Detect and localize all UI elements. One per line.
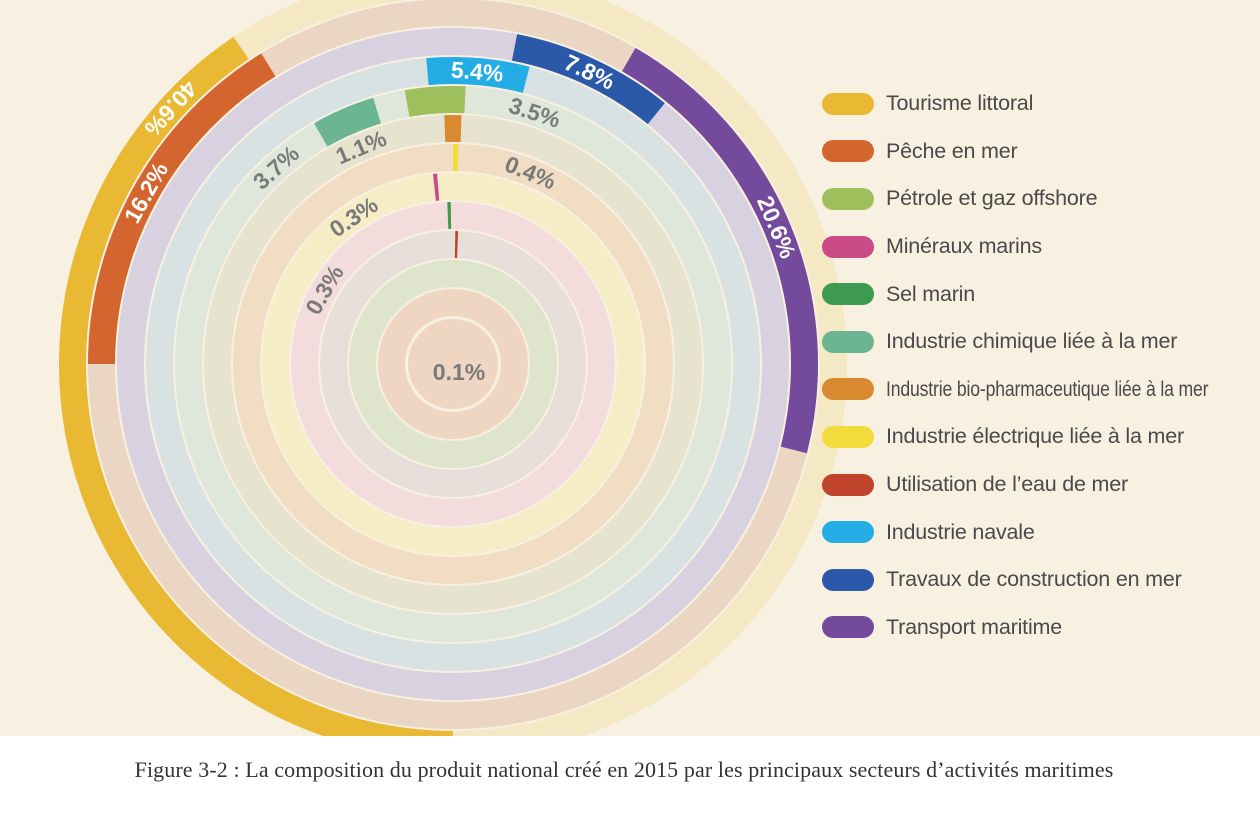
- legend-label: Pétrole et gaz offshore: [886, 186, 1098, 211]
- legend-item-mineraux-marins: Minéraux marins: [822, 223, 1260, 271]
- data-label-industrie-navale: 5.4%: [450, 56, 504, 86]
- legend-swatch: [822, 568, 874, 591]
- legend-item-travaux-de-construction-en-mer: Travaux de construction en mer: [822, 556, 1260, 604]
- legend-swatch: [822, 330, 874, 353]
- bar-industrie-navale: [426, 57, 530, 93]
- legend-label: Industrie chimique liée à la mer: [886, 329, 1178, 354]
- legend-swatch: [822, 616, 874, 639]
- legend-swatch: [822, 187, 874, 210]
- legend: Tourisme littoral Pêche en mer Pétrole et …: [822, 80, 1260, 651]
- legend-swatch: [822, 473, 874, 496]
- data-label-utilisation-de-l-eau-de-mer: 0.1%: [433, 359, 485, 385]
- bar-peche-en-mer: [88, 53, 276, 365]
- legend-label: Tourisme littoral: [886, 91, 1034, 116]
- figure-caption: Figure 3-2 : La composition du produit n…: [134, 757, 1114, 782]
- legend-swatch: [822, 283, 874, 306]
- legend-label: Pêche en mer: [886, 138, 1018, 163]
- legend-label: Sel marin: [886, 281, 976, 306]
- legend-label: Transport maritime: [886, 614, 1063, 639]
- legend-item-petrole-et-gaz-offshore: Pétrole et gaz offshore: [822, 175, 1260, 223]
- ring-track: [262, 173, 644, 555]
- radial-bar-chart: 40.6%16.2%3.5%0.3%0.3%3.7% 1.1%0.4%0.1%5.…: [59, 0, 847, 736]
- legend-item-tourisme-littoral: Tourisme littoral: [822, 80, 1260, 128]
- legend-label: Industrie navale: [886, 519, 1035, 544]
- ring-track: [291, 202, 615, 526]
- center-disk: [408, 319, 498, 409]
- figure-panel: 40.6% 16.2% 3.5% 0.3% 0.3% 3.7% 1.1% 0.4% 0.1% 5.…: [0, 0, 1260, 736]
- legend-item-industrie-chimique-liee-a-la-mer: Industrie chimique liée à la mer: [822, 318, 1260, 366]
- legend-swatch: [822, 425, 874, 448]
- ring-track: [320, 231, 586, 497]
- legend-item-peche-en-mer: Pêche en mer: [822, 128, 1260, 176]
- bar-industrie-chimique-liee-a-la-mer: [314, 97, 382, 147]
- legend-swatch: [822, 521, 874, 544]
- ring-track: [349, 260, 557, 468]
- ring-track: [117, 28, 789, 700]
- legend-item-sel-marin: Sel marin: [822, 270, 1260, 318]
- legend-swatch: [822, 235, 874, 258]
- legend-label: Industrie électrique liée à la mer: [886, 424, 1184, 449]
- legend-swatch: [822, 92, 874, 115]
- legend-item-utilisation-de-l-eau-de-mer: Utilisation de l’eau de mer: [822, 461, 1260, 509]
- legend-item-transport-maritime: Transport maritime: [822, 604, 1260, 652]
- legend-item-industrie-electrique-liee-a-la-mer: Industrie électrique liée à la mer: [822, 413, 1260, 461]
- legend-item-industrie-navale: Industrie navale: [822, 508, 1260, 556]
- bar-tourisme-littoral: [59, 36, 454, 736]
- legend-label: Minéraux marins: [886, 234, 1042, 259]
- legend-item-industrie-bio-pharmaceutique-liee-a-la-mer: Industrie bio-pharmaceutique liée à la m…: [822, 366, 1260, 414]
- bar-petrole-et-gaz-offshore: [404, 86, 466, 117]
- legend-label: Utilisation de l’eau de mer: [886, 472, 1128, 497]
- legend-swatch: [822, 378, 874, 401]
- bar-transport-maritime: [621, 47, 818, 454]
- ring-track: [378, 289, 528, 439]
- legend-label: Industrie bio-pharmaceutique liée à la m…: [886, 376, 1209, 401]
- legend-swatch: [822, 140, 874, 163]
- legend-label: Travaux de construction en mer: [886, 567, 1182, 592]
- bar-travaux-de-construction-en-mer: [511, 34, 665, 125]
